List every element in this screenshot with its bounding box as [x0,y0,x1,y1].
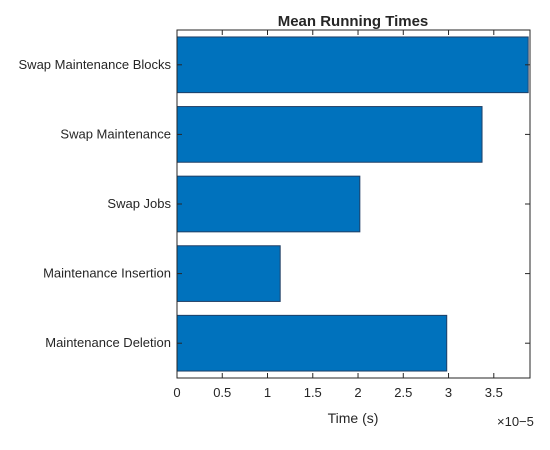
y-category-label: Swap Maintenance Blocks [19,57,172,72]
bars-layer [176,36,529,372]
bar [176,314,448,372]
x-tick-label: 0.5 [213,385,231,400]
x-tick-label: 3 [445,385,452,400]
y-category-label: Swap Jobs [107,196,171,211]
bar [176,106,483,163]
x-tick-label: 3.5 [485,385,503,400]
x-axis-label: Time (s) [328,410,379,426]
x-tick-label: 1.5 [304,385,322,400]
y-categories: Swap Maintenance Blocks Swap Maintenance S… [19,57,172,350]
x-exponent-label: ×10−5 [497,414,534,429]
y-category-label: Maintenance Insertion [43,266,171,281]
x-tick-label: 2 [354,385,361,400]
bar [176,36,529,94]
y-category-label: Maintenance Deletion [45,335,171,350]
x-tick-label: 1 [264,385,271,400]
bar [176,175,361,233]
x-tick-label: 0 [173,385,180,400]
axes-layer [176,29,531,379]
x-tick-label: 2.5 [394,385,412,400]
bar [176,245,281,302]
x-ticks: 0 0.5 1 1.5 2 2.5 3 3.5 [173,30,503,400]
plot-frame [176,29,531,379]
chart-title: Mean Running Times [278,13,429,30]
y-category-label: Swap Maintenance [60,126,171,141]
